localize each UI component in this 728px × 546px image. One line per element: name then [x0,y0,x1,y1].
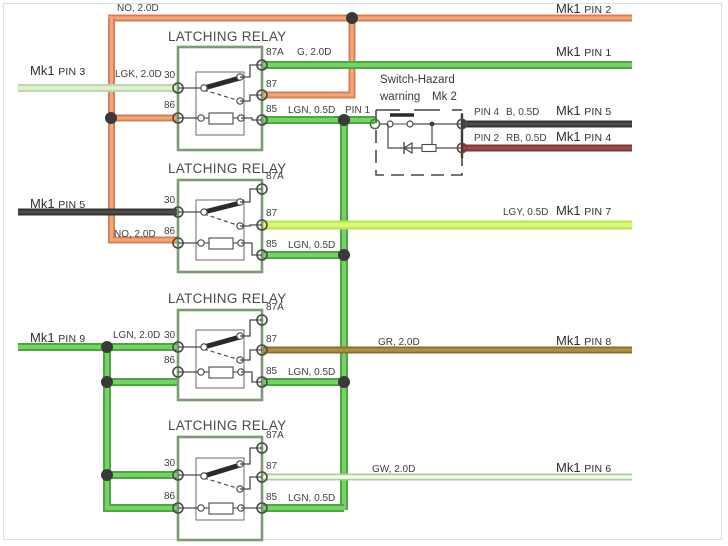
wire-label-lgk: LGK, 2.0D [115,69,162,80]
junction-dot [338,376,350,388]
connector-pin: PIN 3 [58,66,86,78]
wire-lgn-20d-green [18,343,178,512]
switch-pin-out-top: PIN 4 [474,107,500,118]
relay-2-terminal-87: 87 [266,208,278,219]
relay-4-terminal-87: 87 [266,461,278,472]
relay-4-terminal-86: 86 [164,491,176,502]
connector-right-mk1-pin4: Mk1 PIN 4 [556,130,611,144]
connector-right-mk1-pin7: Mk1 PIN 7 [556,204,611,218]
relay-3-symbol[interactable] [172,308,268,402]
wire-label-lgy: LGY, 0.5D [503,207,549,218]
wire-label-lgn-05d-r1: LGN, 0.5D [288,105,336,116]
wire-label-b-05d: B, 0.5D [506,107,540,118]
connector-right-mk1-pin5: Mk1 PIN 5 [556,104,611,118]
relay-2-terminal-85: 85 [266,239,278,250]
wire-label-pin1-mid: PIN 1 [345,105,371,116]
switch-title-line2: warning [380,91,421,103]
connector-left-mk1-pin3: Mk1 PIN 3 [30,64,85,78]
relay-3-terminal-30: 30 [164,330,176,341]
relay-3-title: LATCHING RELAY [168,291,287,306]
junction-dot [338,249,350,261]
wire-label-gr-20d: GR, 2.0D [378,337,420,348]
connector-name: Mk1 [556,103,581,118]
connector-right-mk1-pin2: Mk1 PIN 2 [556,2,611,16]
connector-name: Mk1 [556,129,581,144]
relay-3-terminal-85: 85 [266,366,278,377]
relay-2-title: LATCHING RELAY [168,161,287,176]
connector-pin: PIN 2 [584,4,612,16]
relay-4-terminal-30: 30 [164,458,176,469]
switch-hazard-warning-box[interactable] [369,109,468,176]
wire-lgn-green-bus [262,116,375,512]
connector-pin: PIN 8 [584,336,612,348]
connector-pin: PIN 7 [584,206,612,218]
relay-1-terminal-86: 86 [164,100,176,111]
junction-dot [346,12,358,24]
relay-2-terminal-30: 30 [164,195,176,206]
connector-name: Mk1 [556,203,581,218]
relay-3-terminal-87: 87 [266,334,278,345]
connector-name: Mk1 [556,333,581,348]
wire-label-g-20d: G, 2.0D [297,47,332,58]
connector-right-mk1-pin6: Mk1 PIN 6 [556,461,611,475]
connector-left-mk1-pin5: Mk1 PIN 5 [30,197,85,211]
relay-1-terminal-85: 85 [266,104,278,115]
connector-pin: PIN 9 [58,333,86,345]
junction-dot [101,341,113,353]
wire-label-lgn-05d-r3: LGN, 0.5D [288,367,336,378]
wire-label-lgn-05d-r4: LGN, 0.5D [288,493,336,504]
connector-pin: PIN 4 [584,132,612,144]
connector-pin: PIN 5 [58,199,86,211]
wire-label-no-mid: NO, 2.0D [114,229,156,240]
connector-pin: PIN 6 [584,463,612,475]
switch-title-line1: Switch-Hazard [380,74,455,86]
wire-label-rb-05d: RB, 0.5D [506,133,547,144]
relay-1-terminal-87a: 87A [266,47,284,58]
junction-dot [101,469,113,481]
connector-name: Mk1 [556,1,581,16]
relay-1-terminal-30: 30 [164,70,176,81]
relay-2-symbol[interactable] [172,178,268,274]
connector-name: Mk1 [556,460,581,475]
relay-2-terminal-87a: 87A [266,171,284,182]
wire-label-gw-20d: GW, 2.0D [372,464,416,475]
wire-label-lgn-05d-r2: LGN, 0.5D [288,240,336,251]
connector-right-mk1-pin8: Mk1 PIN 8 [556,334,611,348]
connector-name: Mk1 [556,44,581,59]
connector-name: Mk1 [30,330,55,345]
relay-4-symbol[interactable] [172,435,268,542]
junction-dot [338,114,350,126]
relay-1-terminal-87: 87 [266,79,278,90]
switch-device-mk2: Mk 2 [432,91,457,103]
junction-dot [105,112,117,124]
connector-name: Mk1 [30,196,55,211]
relay-4-terminal-85: 85 [266,492,278,503]
connector-left-mk1-pin9: Mk1 PIN 9 [30,331,85,345]
relay-3-terminal-86: 86 [164,355,176,366]
relay-3-terminal-87a: 87A [266,302,284,313]
relay-4-title: LATCHING RELAY [168,418,287,433]
relay-1-title: LATCHING RELAY [168,29,287,44]
connector-pin: PIN 5 [584,106,612,118]
relay-1-symbol[interactable] [172,45,268,152]
connector-pin: PIN 1 [584,47,612,59]
connector-name: Mk1 [30,63,55,78]
wire-b-black [18,120,632,216]
switch-pin-out-bottom: PIN 2 [474,133,500,144]
relay-2-terminal-86: 86 [164,226,176,237]
wire-label-lgn-20d: LGN, 2.0D [113,330,161,341]
junction-dots [101,12,358,481]
junction-dot [101,376,113,388]
wire-label-no-top: NO, 2.0D [117,3,159,14]
connector-right-mk1-pin1: Mk1 PIN 1 [556,45,611,59]
relay-4-terminal-87a: 87A [266,430,284,441]
